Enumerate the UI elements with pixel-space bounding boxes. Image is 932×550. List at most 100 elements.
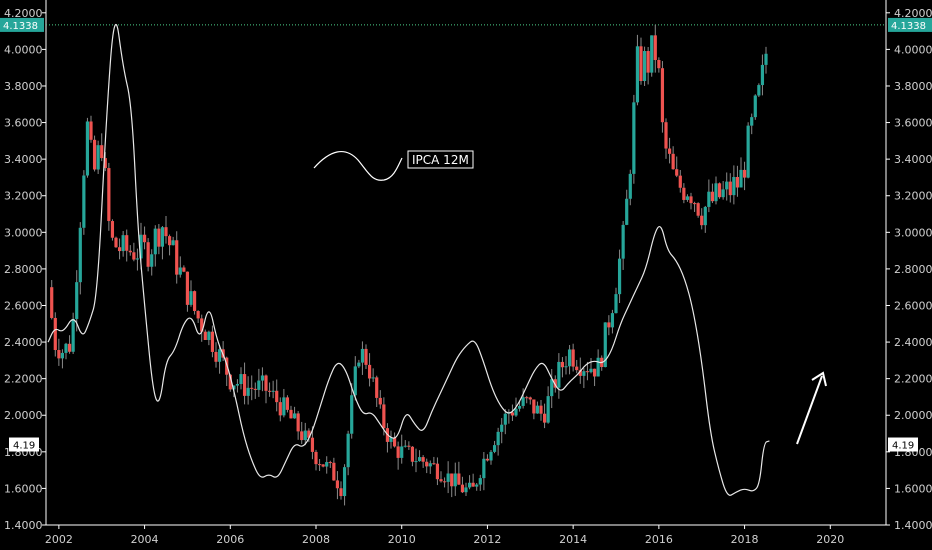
candle-down	[164, 227, 167, 236]
candle-down	[436, 464, 439, 480]
y-tick-label-left: 3.2000	[4, 190, 43, 203]
y-tick-label-left: 4.2000	[4, 7, 43, 20]
candle-down	[411, 447, 414, 462]
candle-up	[122, 235, 125, 251]
candle-up	[172, 240, 175, 245]
candle-down	[339, 488, 342, 496]
y-tick-label-right: 1.4000	[894, 519, 932, 532]
candle-down	[314, 452, 317, 464]
candle-down	[157, 229, 160, 247]
candle-up	[564, 366, 567, 367]
candle-down	[329, 462, 332, 463]
y-tick-label-right: 3.8000	[894, 80, 932, 93]
candle-up	[636, 46, 639, 102]
y-tick-label-left: 2.8000	[4, 263, 43, 276]
candle-down	[275, 391, 278, 402]
candle-down	[279, 402, 282, 415]
candle-down	[657, 60, 660, 68]
candle-up	[618, 259, 621, 294]
candle-up	[686, 196, 689, 200]
candle-up	[489, 452, 492, 461]
candle-down	[425, 462, 428, 467]
candle-down	[182, 267, 185, 271]
candle-down	[297, 413, 300, 431]
candle-down	[254, 389, 257, 390]
candle-down	[407, 446, 410, 447]
candle-down	[375, 377, 378, 398]
candle-up	[500, 425, 503, 432]
candle-down	[486, 459, 489, 461]
candle-down	[264, 375, 267, 390]
candle-up	[347, 434, 350, 467]
candle-down	[214, 352, 217, 362]
candle-up	[236, 384, 239, 386]
candle-up	[597, 358, 600, 377]
y-tick-label-left: 3.4000	[4, 153, 43, 166]
candle-down	[461, 485, 464, 493]
candle-down	[268, 391, 271, 392]
y-tick-label-left: 3.0000	[4, 226, 43, 239]
candle-up	[79, 228, 82, 282]
candle-up	[136, 258, 139, 259]
y-tick-label-left: 3.6000	[4, 117, 43, 130]
candle-down	[729, 182, 732, 196]
candle-up	[754, 96, 757, 118]
candle-down	[100, 145, 103, 158]
candle-up	[325, 462, 328, 466]
candle-down	[111, 221, 114, 238]
candle-down	[529, 397, 532, 399]
candle-up	[625, 199, 628, 225]
candle-up	[350, 395, 353, 433]
candle-down	[457, 473, 460, 484]
candle-down	[204, 332, 207, 340]
candle-up	[547, 396, 550, 422]
candle-up	[361, 349, 364, 363]
candle-down	[364, 349, 367, 365]
candle-up	[257, 381, 260, 390]
candle-down	[147, 242, 150, 267]
candle-up	[611, 313, 614, 327]
candle-up	[582, 371, 585, 376]
candle-down	[107, 168, 110, 221]
candle-up	[354, 366, 357, 395]
x-tick-label: 2014	[559, 533, 587, 546]
candle-down	[450, 474, 453, 487]
candle-up	[497, 432, 500, 445]
candle-up	[207, 332, 210, 340]
candle-up	[64, 344, 67, 353]
candle-up	[493, 445, 496, 452]
x-tick-label: 2004	[131, 533, 159, 546]
candle-down	[382, 404, 385, 428]
candle-down	[143, 235, 146, 243]
candle-down	[193, 291, 196, 311]
candle-up	[514, 409, 517, 416]
candle-up	[372, 377, 375, 378]
candle-up	[750, 117, 753, 126]
ipca-label-left: 4.19	[13, 441, 35, 452]
candle-down	[672, 154, 675, 169]
candle-down	[700, 216, 703, 225]
candle-down	[593, 369, 596, 377]
candle-up	[86, 121, 89, 175]
candle-up	[404, 446, 407, 447]
candle-up	[304, 431, 307, 441]
candle-up	[418, 457, 421, 461]
candle-down	[654, 35, 657, 60]
candle-down	[539, 406, 542, 414]
candle-down	[132, 252, 135, 259]
candle-up	[293, 413, 296, 418]
candle-down	[332, 463, 335, 481]
candle-up	[343, 467, 346, 496]
y-tick-label-left: 3.8000	[4, 80, 43, 93]
candle-down	[57, 350, 60, 358]
candle-down	[68, 344, 71, 352]
candle-down	[379, 398, 382, 405]
candle-up	[429, 463, 432, 466]
candle-up	[550, 379, 553, 396]
y-tick-label-left: 2.0000	[4, 409, 43, 422]
candle-down	[432, 463, 435, 464]
candle-down	[300, 431, 303, 440]
candle-up	[732, 177, 735, 195]
